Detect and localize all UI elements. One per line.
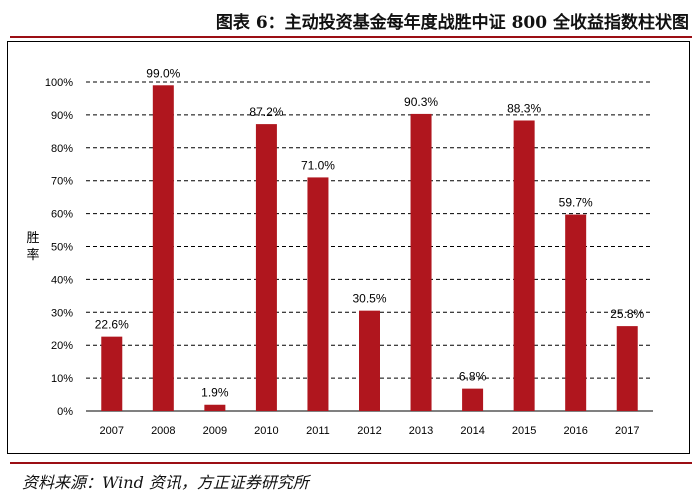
- bar-2011: [307, 177, 329, 411]
- value-label-2015: 88.3%: [507, 101, 541, 115]
- y-tick-label: 20%: [51, 340, 73, 352]
- value-label-2009: 1.9%: [201, 386, 229, 400]
- bar-2016: [565, 214, 587, 411]
- x-tick-label-2010: 2010: [254, 425, 278, 437]
- y-tick-label: 0%: [57, 406, 73, 418]
- value-label-2014: 6.8%: [459, 370, 487, 384]
- source-note: 资料来源：Wind 资讯，方正证券研究所: [22, 473, 309, 492]
- bar-2014: [462, 388, 484, 411]
- bar-2017: [616, 326, 638, 411]
- bars: [101, 85, 638, 412]
- x-tick-label-2013: 2013: [409, 425, 433, 437]
- y-axis-label-char-2: 率: [26, 247, 39, 263]
- value-label-2010: 87.2%: [249, 105, 283, 119]
- x-tick-label-2008: 2008: [151, 425, 175, 437]
- bar-2015: [513, 120, 535, 412]
- bar-2007: [101, 336, 123, 411]
- value-label-2017: 25.8%: [610, 307, 644, 321]
- value-label-2012: 30.5%: [352, 292, 386, 306]
- title-underline: [10, 36, 692, 38]
- bar-2008: [152, 85, 174, 411]
- y-tick-label: 90%: [51, 110, 73, 122]
- x-tick-label-2012: 2012: [357, 425, 381, 437]
- y-tick-label: 60%: [51, 209, 73, 221]
- bar-2012: [359, 310, 380, 411]
- value-label-2011: 71.0%: [301, 158, 335, 172]
- bar-2010: [255, 124, 277, 411]
- value-label-2016: 59.7%: [559, 196, 593, 210]
- y-tick-label: 30%: [51, 307, 73, 319]
- value-labels: 22.6% 99.0% 1.9% 87.2% 71.0% 30.5% 90.3% 6.8% 88…: [95, 66, 645, 399]
- x-tick-label-2007: 2007: [100, 425, 124, 437]
- bar-2013: [410, 113, 432, 412]
- x-tick-label-2011: 2011: [306, 425, 330, 437]
- value-label-2013: 90.3%: [404, 95, 438, 109]
- x-axis-ticks: 2007 2008 2009 2010 2011 2012 2013 2014 2015 2016…: [100, 425, 640, 437]
- bar-2009: [204, 404, 226, 411]
- x-tick-label-2009: 2009: [203, 425, 227, 437]
- y-tick-label: 50%: [51, 242, 73, 254]
- chart-frame: [7, 41, 690, 454]
- x-tick-label-2016: 2016: [563, 425, 587, 437]
- value-label-2008: 99.0%: [146, 66, 180, 80]
- y-axis-label-char-1: 胜: [26, 231, 39, 246]
- y-tick-label: 10%: [51, 373, 73, 385]
- y-tick-label: 70%: [51, 176, 73, 188]
- x-tick-label-2015: 2015: [512, 425, 536, 437]
- chart-title: 图表 6：主动投资基金每年度战胜中证 800 全收益指数柱状图: [215, 13, 689, 33]
- y-tick-label: 40%: [51, 274, 73, 286]
- x-tick-label-2014: 2014: [460, 425, 484, 437]
- footer-rule: [10, 462, 692, 464]
- y-tick-label: 80%: [51, 143, 73, 155]
- y-tick-label: 100%: [45, 77, 73, 89]
- x-tick-label-2017: 2017: [615, 425, 639, 437]
- value-label-2007: 22.6%: [95, 318, 129, 332]
- y-axis-ticks: 0% 10% 20% 30% 40% 50% 60% 70% 80% 90% 100%: [45, 77, 73, 418]
